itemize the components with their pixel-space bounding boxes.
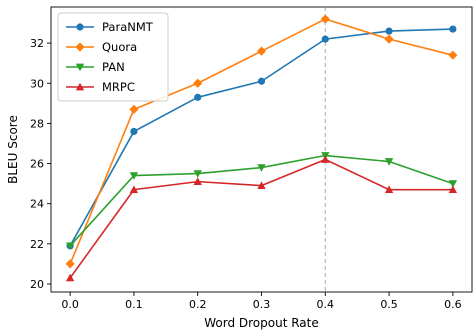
data-point-quora xyxy=(448,50,458,60)
data-point-quora xyxy=(384,34,394,44)
data-point-quora xyxy=(256,46,267,56)
x-tick-label: 0.4 xyxy=(317,298,335,311)
data-point-paranmt xyxy=(385,27,393,35)
series-quora xyxy=(65,14,458,269)
x-tick-label: 0.0 xyxy=(61,298,79,311)
data-point-paranmt xyxy=(449,25,457,33)
x-tick-label: 0.6 xyxy=(444,298,462,311)
y-tick-label: 20 xyxy=(30,278,44,291)
data-point-pan xyxy=(65,242,75,251)
legend-marker-quora xyxy=(75,42,85,52)
x-tick-label: 0.1 xyxy=(125,298,143,311)
data-point-paranmt xyxy=(321,35,329,43)
series-line-mrpc xyxy=(69,158,453,279)
x-tick-label: 0.5 xyxy=(380,298,398,311)
x-tick-label: 0.2 xyxy=(189,298,207,311)
y-tick-label: 24 xyxy=(30,198,44,211)
data-point-mrpc xyxy=(384,185,394,194)
legend-label-paranmt: ParaNMT xyxy=(102,20,154,34)
legend-box xyxy=(57,12,169,102)
series-mrpc xyxy=(65,155,458,282)
data-point-paranmt xyxy=(194,93,202,101)
legend: ParaNMT Quora PAN MRPC xyxy=(57,12,169,102)
data-point-quora xyxy=(65,259,75,269)
data-point-pan xyxy=(257,164,266,172)
legend-marker-paranmt xyxy=(76,23,84,31)
data-point-paranmt xyxy=(257,77,266,85)
y-tick-label: 32 xyxy=(30,37,44,50)
data-point-pan xyxy=(129,172,139,180)
data-point-mrpc xyxy=(65,273,75,282)
data-point-quora xyxy=(193,78,203,88)
y-tick-label: 28 xyxy=(30,117,44,130)
data-point-paranmt xyxy=(130,127,138,136)
legend-label-mrpc: MRPC xyxy=(102,80,135,94)
data-point-mrpc xyxy=(257,181,266,189)
data-point-mrpc xyxy=(129,185,139,194)
y-tick-label: 30 xyxy=(30,77,44,90)
data-point-quora xyxy=(320,14,330,24)
data-point-pan xyxy=(193,170,202,178)
data-point-pan xyxy=(384,158,394,166)
x-axis-label: Word Dropout Rate xyxy=(204,316,319,330)
data-point-quora xyxy=(129,104,139,114)
y-tick-label: 22 xyxy=(30,238,44,251)
data-point-mrpc xyxy=(321,155,330,163)
y-tick-label: 26 xyxy=(30,158,44,171)
y-axis-label: BLEU Score xyxy=(6,115,20,184)
series-pan xyxy=(65,152,458,251)
legend-marker-mrpc xyxy=(75,82,85,91)
data-point-mrpc xyxy=(193,177,202,185)
legend-label-pan: PAN xyxy=(102,60,125,74)
legend-marker-pan xyxy=(75,63,85,72)
legend-label-quora: Quora xyxy=(102,40,137,54)
data-point-pan xyxy=(448,180,458,188)
x-tick-label: 0.3 xyxy=(253,298,271,311)
data-point-mrpc xyxy=(448,185,458,194)
